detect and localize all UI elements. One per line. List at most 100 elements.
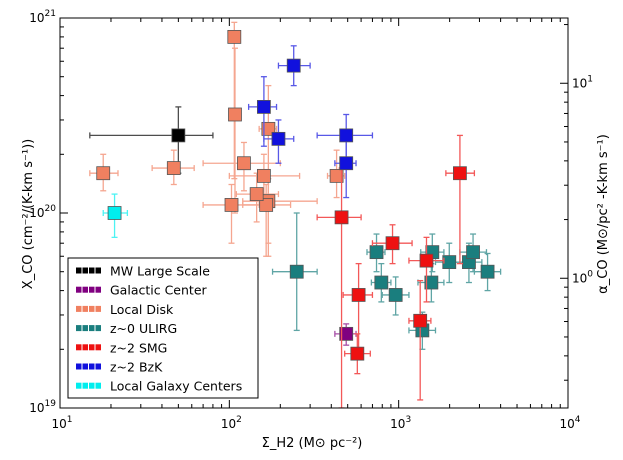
legend-swatch: [95, 344, 101, 351]
data-point: [339, 128, 354, 143]
x-axis-title: Σ_H2 (M⊙ pc⁻²): [262, 436, 363, 451]
legend-swatch: [95, 267, 101, 274]
legend-label: MW Large Scale: [110, 264, 210, 279]
y-tick-label: 1021: [29, 9, 56, 25]
series-local-disk: [89, 21, 346, 257]
series-galactic-center: [334, 323, 357, 346]
data-point: [249, 187, 264, 202]
legend-label: Local Galaxy Centers: [110, 379, 242, 394]
y-axis-title-right: α_CO (M⊙/pc² -K-km s⁻¹): [596, 134, 611, 294]
y-right-tick-label: 101: [572, 74, 593, 90]
data-point: [413, 313, 428, 328]
tick-exponent: 20: [45, 204, 57, 214]
y-right-tick-label: 100: [572, 269, 593, 285]
tick-exponent: 0: [587, 269, 593, 279]
data-point: [107, 206, 122, 220]
legend-swatch: [82, 305, 88, 312]
data-point: [228, 107, 242, 122]
data-point: [166, 161, 181, 175]
legend-swatch: [76, 305, 82, 312]
legend-swatch: [89, 305, 95, 312]
tick-base: 10: [572, 271, 587, 285]
data-point: [442, 255, 457, 270]
data-point: [329, 168, 344, 183]
data-point: [289, 264, 304, 279]
legend-label: Galactic Center: [110, 283, 208, 298]
legend-swatch: [82, 286, 88, 293]
data-point: [466, 245, 480, 260]
legend-swatch: [95, 382, 101, 389]
tick-base: 10: [29, 11, 44, 25]
legend-swatch: [82, 382, 88, 389]
data-point: [334, 210, 349, 225]
tick-base: 10: [390, 417, 405, 431]
data-point: [339, 156, 354, 171]
data-point: [171, 128, 186, 143]
legend-label: Local Disk: [110, 302, 174, 317]
data-point: [388, 288, 403, 302]
legend-swatch: [82, 344, 88, 351]
legend-swatch: [95, 325, 101, 332]
x-tick-label: 104: [559, 415, 580, 431]
data-point: [385, 236, 400, 251]
legend-label: z~2 BzK: [110, 360, 163, 375]
tick-base: 10: [221, 417, 236, 431]
y-tick-label: 1020: [29, 204, 56, 220]
legend-swatch: [76, 325, 82, 332]
data-point: [96, 166, 111, 181]
legend-swatch: [76, 267, 82, 274]
legend-swatch: [89, 344, 95, 351]
data-marks: [89, 21, 502, 408]
tick-exponent: 1: [67, 415, 73, 425]
data-point: [369, 245, 384, 260]
series-mw-large-scale: [89, 106, 214, 174]
legend-swatch: [89, 363, 95, 370]
legend-swatch: [76, 363, 82, 370]
y-tick-label: 1019: [29, 399, 56, 415]
data-point: [256, 100, 271, 114]
data-point: [227, 29, 242, 44]
tick-base: 10: [29, 401, 44, 415]
data-point: [256, 168, 271, 183]
legend-swatch: [82, 267, 88, 274]
legend-item: Local Galaxy Centers: [76, 379, 242, 394]
legend-swatch: [95, 305, 101, 312]
legend-label: z~0 ULIRG: [110, 321, 177, 336]
tick-base: 10: [572, 76, 587, 90]
y-axis-title-left: X_CO (cm⁻²/(K-km s⁻¹)): [21, 139, 36, 289]
data-point: [339, 326, 354, 341]
legend-item: Galactic Center: [76, 283, 208, 298]
data-point: [259, 198, 274, 212]
data-point: [351, 288, 366, 302]
data-point: [480, 264, 495, 279]
tick-exponent: 3: [405, 415, 411, 425]
legend-swatch: [89, 382, 95, 389]
data-point: [286, 58, 301, 73]
series-z-2-smg: [316, 134, 476, 408]
x-tick-label: 103: [390, 415, 411, 431]
tick-base: 10: [51, 417, 66, 431]
legend-swatch: [89, 325, 95, 332]
series-z-0-ulirg: [271, 212, 502, 350]
legend-label: z~2 SMG: [110, 340, 167, 355]
legend-swatch: [76, 286, 82, 293]
legend-item: Local Disk: [76, 302, 174, 317]
x-tick-label: 102: [221, 415, 242, 431]
legend-swatch: [82, 363, 88, 370]
legend-swatch: [76, 344, 82, 351]
x-tick-label: 101: [51, 415, 72, 431]
data-point: [453, 166, 467, 181]
legend: MW Large Scale Galactic Center Local Disk z…: [67, 257, 259, 399]
legend-swatch: [76, 382, 82, 389]
tick-base: 10: [559, 417, 574, 431]
tick-exponent: 21: [45, 9, 56, 19]
tick-exponent: 2: [236, 415, 242, 425]
data-point: [424, 275, 439, 290]
data-point: [374, 275, 389, 290]
legend-swatch: [89, 267, 95, 274]
legend-item: z~2 BzK: [76, 360, 163, 375]
data-point: [237, 156, 251, 171]
legend-swatch: [95, 363, 101, 370]
legend-swatch: [95, 286, 101, 293]
